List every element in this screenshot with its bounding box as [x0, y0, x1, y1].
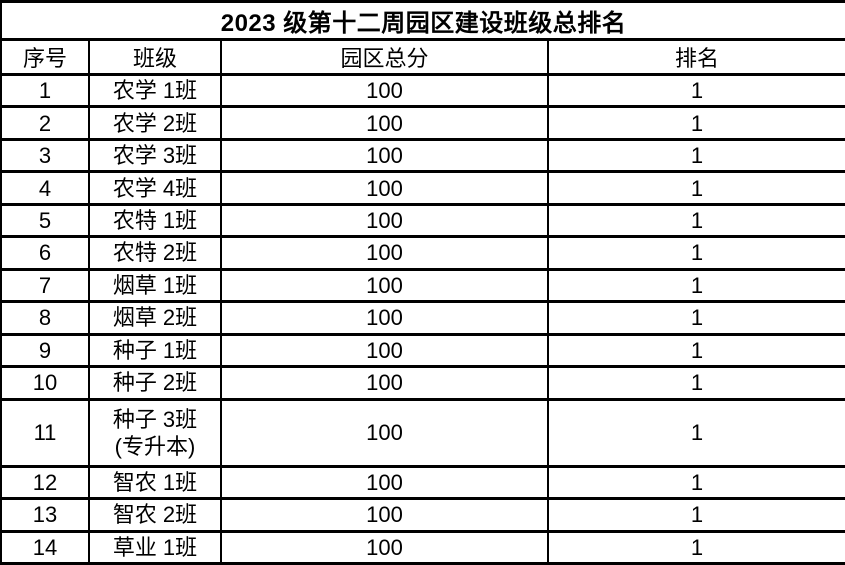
cell-no: 4	[0, 170, 90, 206]
cell-rank: 1	[547, 497, 845, 533]
column-header-class: 班级	[88, 38, 222, 76]
cell-class: 种子 3班 (专升本)	[88, 397, 222, 468]
cell-no: 7	[0, 267, 90, 304]
cell-rank: 1	[547, 464, 845, 501]
cell-class: 烟草 1班	[88, 267, 222, 304]
cell-score: 100	[220, 397, 549, 468]
table-row: 12 智农 1班 100 1	[0, 464, 845, 501]
cell-rank: 1	[547, 267, 845, 304]
cell-rank: 1	[547, 529, 845, 565]
cell-rank: 1	[547, 365, 845, 401]
cell-rank: 1	[547, 72, 845, 109]
cell-no: 3	[0, 137, 90, 174]
cell-no: 13	[0, 497, 90, 533]
table-row: 6 农特 2班 100 1	[0, 235, 845, 271]
cell-score: 100	[220, 332, 549, 369]
table-row: 3 农学 3班 100 1	[0, 137, 845, 174]
table-row: 7 烟草 1班 100 1	[0, 267, 845, 304]
cell-rank: 1	[547, 105, 845, 141]
cell-rank: 1	[547, 397, 845, 468]
cell-no: 1	[0, 72, 90, 109]
table-row: 9 种子 1班 100 1	[0, 332, 845, 369]
cell-rank: 1	[547, 332, 845, 369]
cell-no: 6	[0, 235, 90, 271]
cell-score: 100	[220, 235, 549, 271]
cell-no: 10	[0, 365, 90, 401]
cell-rank: 1	[547, 137, 845, 174]
table-row: 2 农学 2班 100 1	[0, 105, 845, 141]
cell-no: 8	[0, 300, 90, 336]
cell-rank: 1	[547, 300, 845, 336]
table-body: 1 农学 1班 100 1 2 农学 2班 100 1 3 农学 3班 100 1 4 农学 4班 100 1…	[0, 72, 845, 565]
cell-class: 智农 2班	[88, 497, 222, 533]
cell-class: 种子 2班	[88, 365, 222, 401]
table-row: 11 种子 3班 (专升本) 100 1	[0, 397, 845, 468]
cell-class: 种子 1班	[88, 332, 222, 369]
cell-score: 100	[220, 365, 549, 401]
cell-no: 2	[0, 105, 90, 141]
cell-class: 草业 1班	[88, 529, 222, 565]
table-row: 5 农特 1班 100 1	[0, 202, 845, 239]
cell-no: 12	[0, 464, 90, 501]
cell-no: 5	[0, 202, 90, 239]
cell-score: 100	[220, 170, 549, 206]
cell-score: 100	[220, 529, 549, 565]
cell-class: 农学 2班	[88, 105, 222, 141]
cell-rank: 1	[547, 202, 845, 239]
cell-rank: 1	[547, 235, 845, 271]
cell-no: 9	[0, 332, 90, 369]
cell-class: 农特 1班	[88, 202, 222, 239]
cell-class: 农学 1班	[88, 72, 222, 109]
cell-class: 智农 1班	[88, 464, 222, 501]
table-row: 10 种子 2班 100 1	[0, 365, 845, 401]
table-row: 14 草业 1班 100 1	[0, 529, 845, 565]
table-row: 8 烟草 2班 100 1	[0, 300, 845, 336]
cell-score: 100	[220, 202, 549, 239]
cell-score: 100	[220, 137, 549, 174]
table-row: 4 农学 4班 100 1	[0, 170, 845, 206]
cell-score: 100	[220, 497, 549, 533]
cell-class: 农学 4班	[88, 170, 222, 206]
cell-class: 农学 3班	[88, 137, 222, 174]
column-header-score: 园区总分	[220, 38, 549, 76]
cell-no: 11	[0, 397, 90, 468]
cell-rank: 1	[547, 170, 845, 206]
cell-class: 烟草 2班	[88, 300, 222, 336]
table-title-row: 2023 级第十二周园区建设班级总排名	[0, 0, 845, 41]
cell-score: 100	[220, 464, 549, 501]
table-header-row: 序号 班级 园区总分 排名	[0, 38, 845, 76]
column-header-no: 序号	[0, 38, 90, 76]
cell-score: 100	[220, 105, 549, 141]
cell-class: 农特 2班	[88, 235, 222, 271]
cell-no: 14	[0, 529, 90, 565]
table-title: 2023 级第十二周园区建设班级总排名	[0, 0, 845, 41]
table-row: 13 智农 2班 100 1	[0, 497, 845, 533]
cell-score: 100	[220, 72, 549, 109]
cell-score: 100	[220, 300, 549, 336]
table-row: 1 农学 1班 100 1	[0, 72, 845, 109]
cell-score: 100	[220, 267, 549, 304]
column-header-rank: 排名	[547, 38, 845, 76]
